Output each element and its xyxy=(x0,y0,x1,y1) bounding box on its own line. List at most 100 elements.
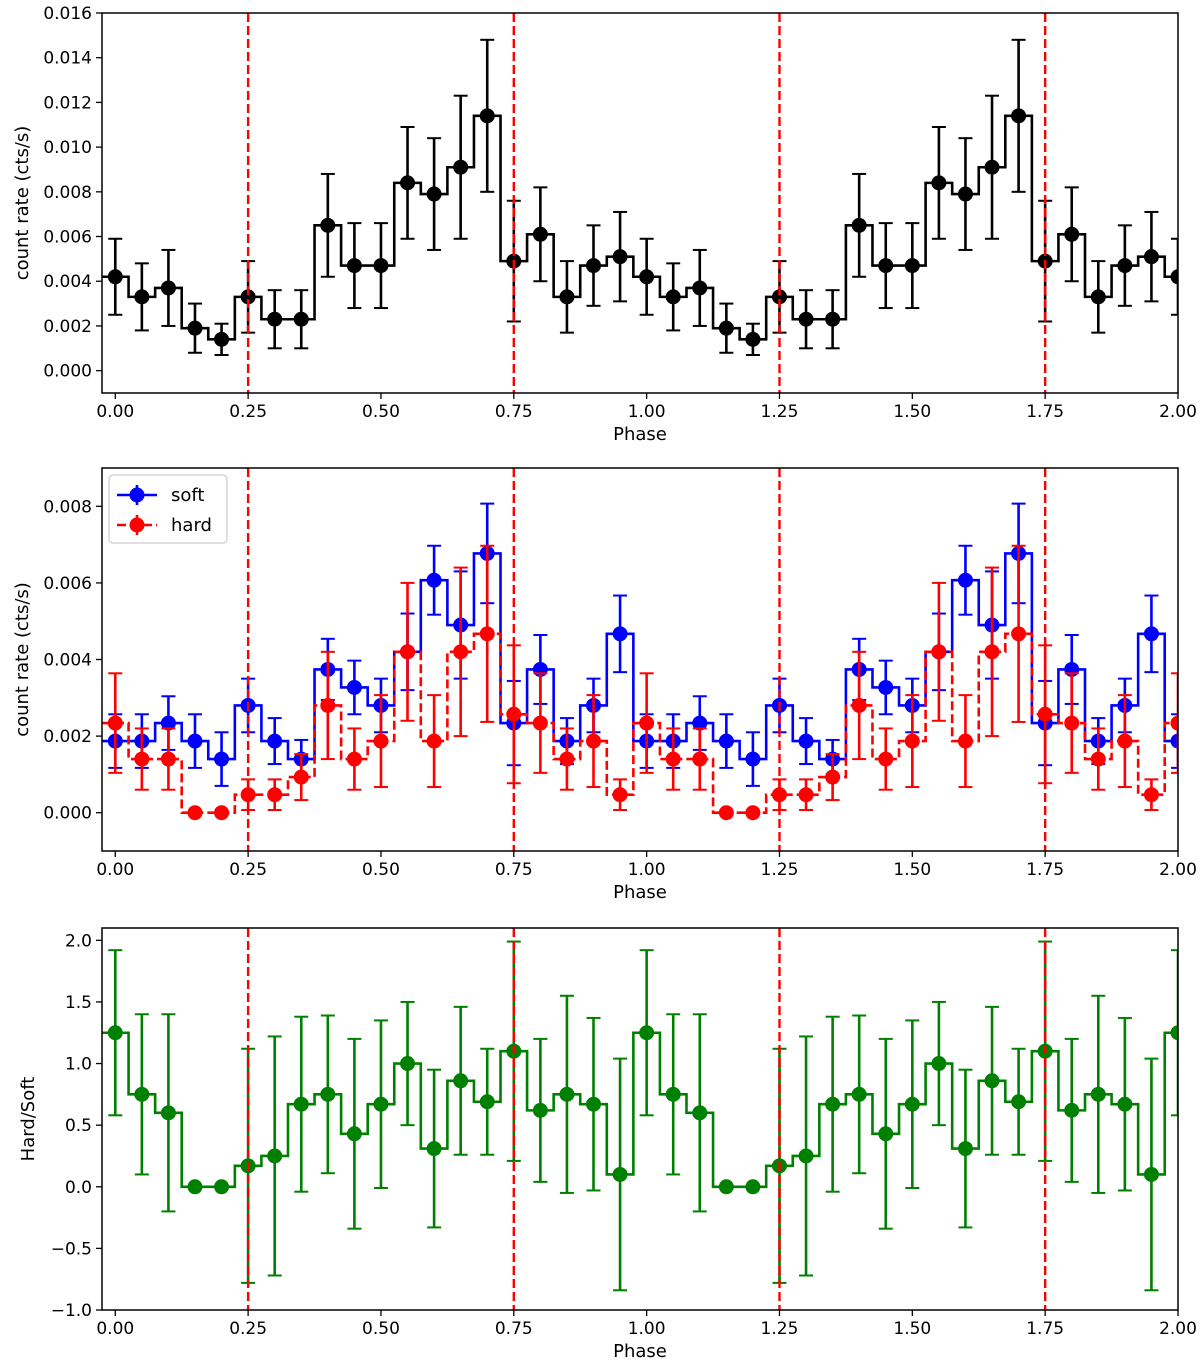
data-point xyxy=(1143,249,1159,265)
data-point xyxy=(453,644,469,660)
x-tick-label: 1.00 xyxy=(628,1319,666,1339)
data-point xyxy=(160,280,176,296)
data-point xyxy=(957,733,973,749)
data-point xyxy=(346,258,362,274)
plot-area xyxy=(102,468,1178,851)
y-tick-label: 0.000 xyxy=(43,804,92,824)
x-tick-label: 0.75 xyxy=(495,1319,533,1339)
x-tick-label: 1.25 xyxy=(761,402,799,422)
x-tick-label: 1.25 xyxy=(761,1319,799,1339)
data-point xyxy=(639,1025,655,1041)
x-tick-label: 1.75 xyxy=(1026,1319,1064,1339)
data-point xyxy=(904,1096,920,1112)
data-point xyxy=(320,1086,336,1102)
data-point xyxy=(1064,1102,1080,1118)
data-point xyxy=(984,159,1000,175)
x-tick-label: 1.50 xyxy=(893,860,931,880)
data-point xyxy=(479,626,495,642)
data-point xyxy=(134,1086,150,1102)
data-point xyxy=(1170,715,1178,731)
data-point xyxy=(745,1179,761,1195)
x-tick-label: 1.50 xyxy=(893,402,931,422)
data-point xyxy=(187,733,203,749)
data-point xyxy=(851,1086,867,1102)
panel-2: 0.00 0.25 0.50 0.75 1.00 1.25 1.50 1.75 2.00 0.00… xyxy=(12,467,1197,903)
data-point xyxy=(187,1179,203,1195)
data-point xyxy=(267,787,283,803)
y-tick-label: 0.002 xyxy=(43,317,92,337)
data-point xyxy=(878,258,894,274)
legend-marker-soft xyxy=(129,487,145,503)
data-point xyxy=(904,733,920,749)
data-point xyxy=(267,311,283,327)
data-point xyxy=(293,769,309,785)
data-point xyxy=(214,331,230,347)
data-point xyxy=(1170,733,1178,749)
data-point xyxy=(745,331,761,347)
data-point xyxy=(453,159,469,175)
data-point xyxy=(107,1025,123,1041)
data-point xyxy=(426,186,442,202)
y-tick-label: 0.000 xyxy=(43,362,92,382)
data-point xyxy=(718,733,734,749)
data-point xyxy=(904,258,920,274)
data-point xyxy=(878,1126,894,1142)
data-point xyxy=(559,751,575,767)
plot-area xyxy=(102,13,1178,393)
x-tick-label: 2.00 xyxy=(1159,860,1197,880)
data-point xyxy=(1143,1166,1159,1182)
y-tick-label: 0.006 xyxy=(43,228,92,248)
data-point xyxy=(559,1086,575,1102)
data-point xyxy=(718,320,734,336)
data-point xyxy=(718,1179,734,1195)
data-point xyxy=(426,733,442,749)
data-point xyxy=(479,1094,495,1110)
x-tick-label: 0.25 xyxy=(229,1319,267,1339)
y-tick-label: −1.0 xyxy=(51,1301,92,1321)
data-point xyxy=(931,1056,947,1072)
data-point xyxy=(612,787,628,803)
data-point xyxy=(798,733,814,749)
data-point xyxy=(692,751,708,767)
x-axis-label: Phase xyxy=(613,1341,667,1362)
x-tick-label: 0.50 xyxy=(362,1319,400,1339)
x-tick-label: 0.25 xyxy=(229,860,267,880)
x-tick-label: 1.25 xyxy=(761,860,799,880)
data-point xyxy=(692,715,708,731)
y-tick-label: 2.0 xyxy=(65,931,92,951)
data-point xyxy=(373,1096,389,1112)
data-point xyxy=(346,1126,362,1142)
data-point xyxy=(1064,226,1080,242)
y-tick-label: 0.006 xyxy=(43,574,92,594)
data-point xyxy=(825,1096,841,1112)
data-point xyxy=(851,217,867,233)
data-point xyxy=(160,715,176,731)
data-point xyxy=(639,715,655,731)
data-point xyxy=(506,706,522,722)
data-point xyxy=(931,175,947,191)
data-point xyxy=(692,280,708,296)
data-point xyxy=(160,751,176,767)
data-point xyxy=(532,226,548,242)
legend-label-hard: hard xyxy=(171,515,212,536)
data-point xyxy=(1090,289,1106,305)
data-point xyxy=(957,572,973,588)
data-point xyxy=(1011,626,1027,642)
x-tick-label: 0.50 xyxy=(362,860,400,880)
data-point xyxy=(798,311,814,327)
data-point xyxy=(612,249,628,265)
data-point xyxy=(1064,715,1080,731)
x-tick-label: 1.00 xyxy=(628,860,666,880)
data-point xyxy=(718,805,734,821)
data-point xyxy=(214,1179,230,1195)
data-point xyxy=(1037,706,1053,722)
data-point xyxy=(187,320,203,336)
data-point xyxy=(426,572,442,588)
x-tick-label: 0.50 xyxy=(362,402,400,422)
series-hardness-ratio xyxy=(102,940,1178,1292)
data-point xyxy=(1170,269,1178,285)
data-point xyxy=(984,1073,1000,1089)
data-point xyxy=(931,644,947,660)
data-point xyxy=(612,1166,628,1182)
y-tick-label: 0.012 xyxy=(43,93,92,113)
